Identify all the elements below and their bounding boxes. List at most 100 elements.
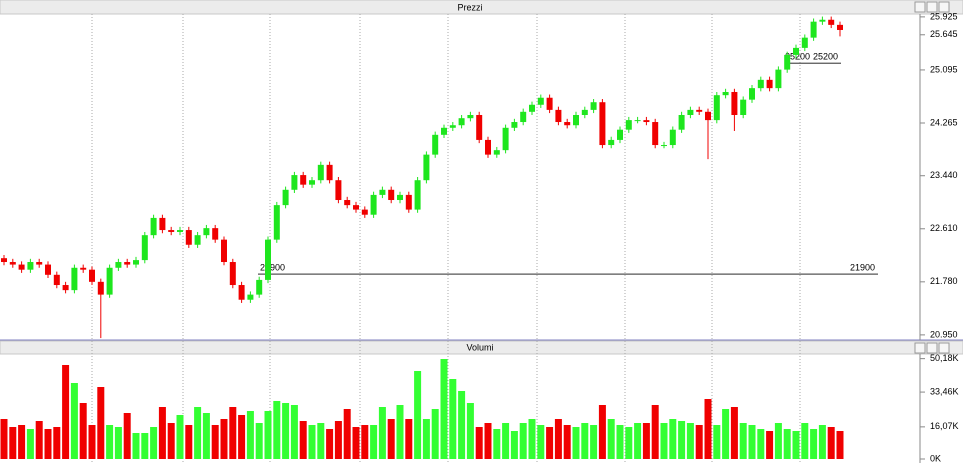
panel-header bbox=[0, 0, 963, 15]
y-tick-label: 16,07K bbox=[930, 421, 959, 431]
panel-title: Prezzi bbox=[457, 2, 482, 12]
volume-bar bbox=[317, 423, 325, 459]
volume-bar bbox=[97, 387, 105, 459]
candle-body bbox=[617, 129, 623, 140]
maximize-button[interactable] bbox=[926, 1, 938, 13]
close-button[interactable] bbox=[938, 1, 950, 13]
volume-bar bbox=[387, 419, 395, 459]
candle-body bbox=[625, 120, 632, 130]
volume-bar bbox=[748, 425, 756, 459]
minimize-button[interactable] bbox=[914, 342, 926, 354]
candle-body bbox=[810, 21, 817, 38]
candle-body bbox=[722, 91, 729, 96]
candle-body bbox=[696, 109, 703, 112]
volume-bar bbox=[194, 407, 202, 459]
y-tick-label: 24.265 bbox=[930, 117, 958, 127]
volume-bar bbox=[466, 403, 474, 459]
volume-bar bbox=[607, 419, 615, 459]
volume-bar bbox=[211, 425, 219, 459]
candle-body bbox=[106, 267, 113, 295]
candle-body bbox=[141, 235, 148, 261]
candle-body bbox=[423, 154, 430, 181]
volume-bar bbox=[290, 405, 298, 459]
candle-body bbox=[80, 267, 87, 270]
volume-bar bbox=[422, 419, 430, 459]
volume-bar bbox=[537, 425, 545, 459]
candle-body bbox=[590, 102, 597, 110]
volume-bar bbox=[202, 413, 210, 459]
volume-bar bbox=[475, 427, 483, 459]
y-tick-label: 23.440 bbox=[930, 170, 958, 180]
volume-bar bbox=[141, 433, 149, 459]
minimize-button[interactable] bbox=[914, 1, 926, 13]
candle-body bbox=[97, 281, 104, 295]
y-tick-label: 20.950 bbox=[930, 329, 958, 339]
volume-bar bbox=[810, 429, 818, 459]
volume-bar bbox=[53, 427, 61, 459]
candle-body bbox=[837, 24, 843, 30]
maximize-button[interactable] bbox=[926, 342, 938, 354]
volume-bar bbox=[634, 423, 642, 459]
candle-body bbox=[361, 209, 368, 215]
candle-body bbox=[687, 109, 694, 115]
volume-bar bbox=[229, 407, 237, 459]
volume-bar bbox=[396, 405, 404, 459]
candle-body bbox=[731, 91, 738, 115]
candle-body bbox=[476, 114, 483, 140]
candle-body bbox=[238, 285, 245, 300]
volume-bar bbox=[62, 365, 70, 459]
volume-bar bbox=[458, 391, 466, 459]
volume-bar bbox=[361, 425, 369, 459]
y-tick-label: 0K bbox=[930, 453, 941, 463]
candle-body bbox=[502, 127, 509, 151]
y-tick-label: 22.610 bbox=[930, 223, 958, 233]
volume-bar bbox=[730, 407, 738, 459]
volume-bar bbox=[739, 423, 747, 459]
volume-bar bbox=[713, 425, 721, 459]
volume-bar bbox=[616, 425, 624, 459]
candle-body bbox=[71, 267, 78, 291]
level-label: 25200 bbox=[785, 52, 810, 62]
y-tick-label: 21.780 bbox=[930, 276, 958, 286]
volume-bar bbox=[581, 423, 589, 459]
candle-body bbox=[159, 217, 166, 231]
candle-body bbox=[344, 200, 351, 206]
volume-bar bbox=[167, 423, 175, 459]
candle-body bbox=[317, 164, 324, 181]
y-tick-label: 25.645 bbox=[930, 29, 958, 39]
candle-body bbox=[282, 189, 289, 206]
volume-bar bbox=[686, 423, 694, 459]
close-button[interactable] bbox=[938, 342, 950, 354]
volume-bar bbox=[502, 423, 510, 459]
candle-body bbox=[757, 79, 764, 89]
volume-bar bbox=[722, 409, 730, 459]
volume-bar bbox=[572, 427, 580, 459]
volume-bar bbox=[35, 421, 43, 459]
candle-body bbox=[229, 262, 236, 286]
volume-bar bbox=[326, 429, 334, 459]
volume-bar bbox=[449, 379, 457, 459]
window-buttons bbox=[914, 1, 950, 354]
volume-bar bbox=[801, 423, 809, 459]
volume-bar bbox=[352, 427, 360, 459]
volume-bar bbox=[0, 419, 8, 459]
volume-bar bbox=[370, 425, 378, 459]
candle-body bbox=[537, 97, 544, 105]
volume-bar bbox=[150, 427, 158, 459]
candle-body bbox=[9, 262, 16, 265]
volume-bar bbox=[114, 427, 122, 459]
volume-bar bbox=[546, 427, 554, 459]
candle-body bbox=[291, 175, 298, 190]
volume-bar bbox=[343, 409, 351, 459]
candle-body bbox=[405, 194, 412, 210]
candle-body bbox=[273, 205, 280, 240]
volume-bar bbox=[176, 415, 184, 459]
volume-bar bbox=[431, 409, 439, 459]
candle-body bbox=[784, 54, 791, 70]
candle-body bbox=[661, 145, 667, 147]
y-tick-label: 25.925 bbox=[930, 11, 958, 21]
candle-body bbox=[652, 122, 659, 146]
candle-body bbox=[713, 95, 720, 121]
